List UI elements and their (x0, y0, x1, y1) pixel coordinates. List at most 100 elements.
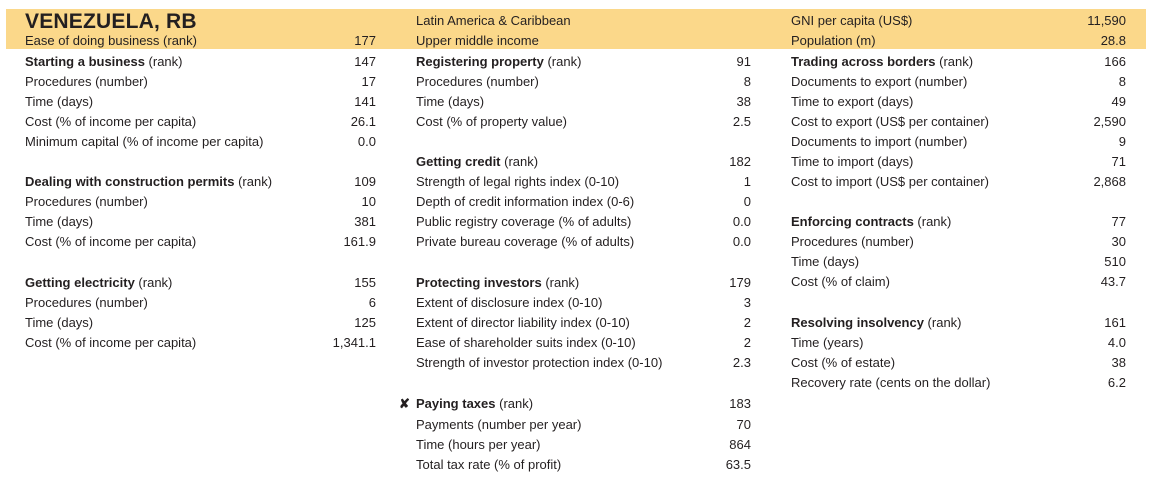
country-name: VENEZUELA, RB (25, 10, 197, 33)
indicator-label: Public registry coverage (% of adults) (416, 214, 632, 229)
indicator-label: Total tax rate (% of profit) (416, 457, 562, 472)
rank-suffix: (rank) (913, 214, 952, 229)
indicator-row: Time (days) 381 (25, 212, 376, 232)
indicator-value: 2 (743, 335, 751, 350)
indicator-row: Ease of shareholder suits index (0-10) 2 (416, 333, 751, 353)
indicator-row: Cost to import (US$ per container) 2,868 (791, 172, 1126, 192)
region-label: Latin America & Caribbean (416, 13, 571, 28)
indicator-row: Cost (% of income per capita) 26.1 (25, 112, 376, 132)
indicator-label: Strength of legal rights index (0-10) (416, 174, 620, 189)
indicator-label: Cost (% of estate) (791, 355, 896, 370)
indicator-label: Procedures (number) (791, 234, 914, 249)
section-rank: 166 (1104, 54, 1126, 69)
header-band (6, 9, 1146, 49)
section-title: Resolving insolvency (791, 315, 924, 330)
section-rank: 147 (354, 54, 376, 69)
indicator-value: 38 (1111, 355, 1126, 370)
section-rank: 179 (729, 275, 751, 290)
indicator-value: 43.7 (1100, 274, 1126, 289)
indicator-row: Cost (% of property value) 2.5 (416, 112, 751, 132)
section-rank: 182 (729, 154, 751, 169)
rank-suffix: (rank) (495, 396, 534, 411)
indicator-value: 38 (736, 94, 751, 109)
indicator-value: 30 (1111, 234, 1126, 249)
indicator-value: 2 (743, 315, 751, 330)
section-header-insolvency: Resolving insolvency (rank) 161 (791, 313, 1126, 333)
indicator-value: 2,590 (1093, 114, 1126, 129)
indicator-row: Time (days) 125 (25, 313, 376, 333)
indicator-value: 2.5 (732, 114, 751, 129)
indicator-value: 4.0 (1107, 335, 1126, 350)
rank-suffix: (rank) (134, 275, 173, 290)
income-group-row: Upper middle income (416, 31, 751, 51)
section-header-trading: Trading across borders (rank) 166 (791, 52, 1126, 72)
indicator-label: Recovery rate (cents on the dollar) (791, 375, 991, 390)
indicator-row: Cost (% of claim) 43.7 (791, 272, 1126, 292)
section-title: Trading across borders (791, 54, 936, 69)
section-rank: 155 (354, 275, 376, 290)
section-header-electricity: Getting electricity (rank) 155 (25, 273, 376, 293)
section-header-taxes: ✘ Paying taxes (rank) 183 (399, 394, 751, 414)
indicator-label: Time (days) (25, 315, 94, 330)
section-header-construction: Dealing with construction permits (rank)… (25, 172, 376, 192)
indicator-label: Extent of disclosure index (0-10) (416, 295, 603, 310)
indicator-value: 0.0 (732, 214, 751, 229)
section-rank: 183 (729, 396, 751, 411)
section-title: Protecting investors (416, 275, 542, 290)
indicator-label: Extent of director liability index (0-10… (416, 315, 630, 330)
indicator-label: Cost to export (US$ per container) (791, 114, 989, 129)
indicator-label: Cost (% of income per capita) (25, 114, 197, 129)
indicator-value: 1 (743, 174, 751, 189)
indicator-row: Procedures (number) 6 (25, 293, 376, 313)
indicator-row: Cost (% of income per capita) 1,341.1 (25, 333, 376, 353)
section-rank: 161 (1104, 315, 1126, 330)
indicator-label: Cost (% of property value) (416, 114, 568, 129)
section-title: Paying taxes (416, 396, 496, 411)
indicator-label: Time (days) (25, 94, 94, 109)
indicator-row: Time (years) 4.0 (791, 333, 1126, 353)
population-label: Population (m) (791, 33, 876, 48)
indicator-value: 71 (1111, 154, 1126, 169)
section-header-starting: Starting a business (rank) 147 (25, 52, 376, 72)
rank-suffix: (rank) (144, 54, 183, 69)
indicator-label: Documents to import (number) (791, 134, 968, 149)
indicator-row: Procedures (number) 8 (416, 72, 751, 92)
section-header-contracts: Enforcing contracts (rank) 77 (791, 212, 1126, 232)
section-rank: 77 (1111, 214, 1126, 229)
section-header-credit: Getting credit (rank) 182 (416, 152, 751, 172)
indicator-row: Payments (number per year) 70 (416, 415, 751, 435)
section-title: Dealing with construction permits (25, 174, 235, 189)
indicator-row: Time (days) 510 (791, 252, 1126, 272)
indicator-value: 0.0 (357, 134, 376, 149)
indicator-label: Ease of shareholder suits index (0-10) (416, 335, 636, 350)
indicator-value: 8 (743, 74, 751, 89)
rank-suffix: (rank) (935, 54, 974, 69)
indicator-value: 8 (1118, 74, 1126, 89)
indicator-label: Private bureau coverage (% of adults) (416, 234, 635, 249)
section-header-investors: Protecting investors (rank) 179 (416, 273, 751, 293)
indicator-value: 3 (743, 295, 751, 310)
indicator-row: Strength of investor protection index (0… (416, 353, 751, 373)
indicator-label: Documents to export (number) (791, 74, 968, 89)
section-title: Enforcing contracts (791, 214, 914, 229)
indicator-label: Procedures (number) (25, 194, 148, 209)
section-header-property: Registering property (rank) 91 (416, 52, 751, 72)
indicator-value: 0 (743, 194, 751, 209)
indicator-value: 70 (736, 417, 751, 432)
indicator-value: 2,868 (1093, 174, 1126, 189)
indicator-row: Private bureau coverage (% of adults) 0.0 (416, 232, 751, 252)
rank-suffix: (rank) (543, 54, 582, 69)
indicator-label: Time (days) (25, 214, 94, 229)
region-row: Latin America & Caribbean (416, 11, 751, 31)
indicator-value: 6 (368, 295, 376, 310)
indicator-label: Time to export (days) (791, 94, 914, 109)
indicator-row: Procedures (number) 30 (791, 232, 1126, 252)
indicator-value: 141 (354, 94, 376, 109)
indicator-row: Procedures (number) 10 (25, 192, 376, 212)
indicator-row: Cost to export (US$ per container) 2,590 (791, 112, 1126, 132)
indicator-value: 864 (729, 437, 751, 452)
indicator-label: Payments (number per year) (416, 417, 582, 432)
indicator-label: Time (days) (791, 254, 860, 269)
indicator-value: 10 (361, 194, 376, 209)
